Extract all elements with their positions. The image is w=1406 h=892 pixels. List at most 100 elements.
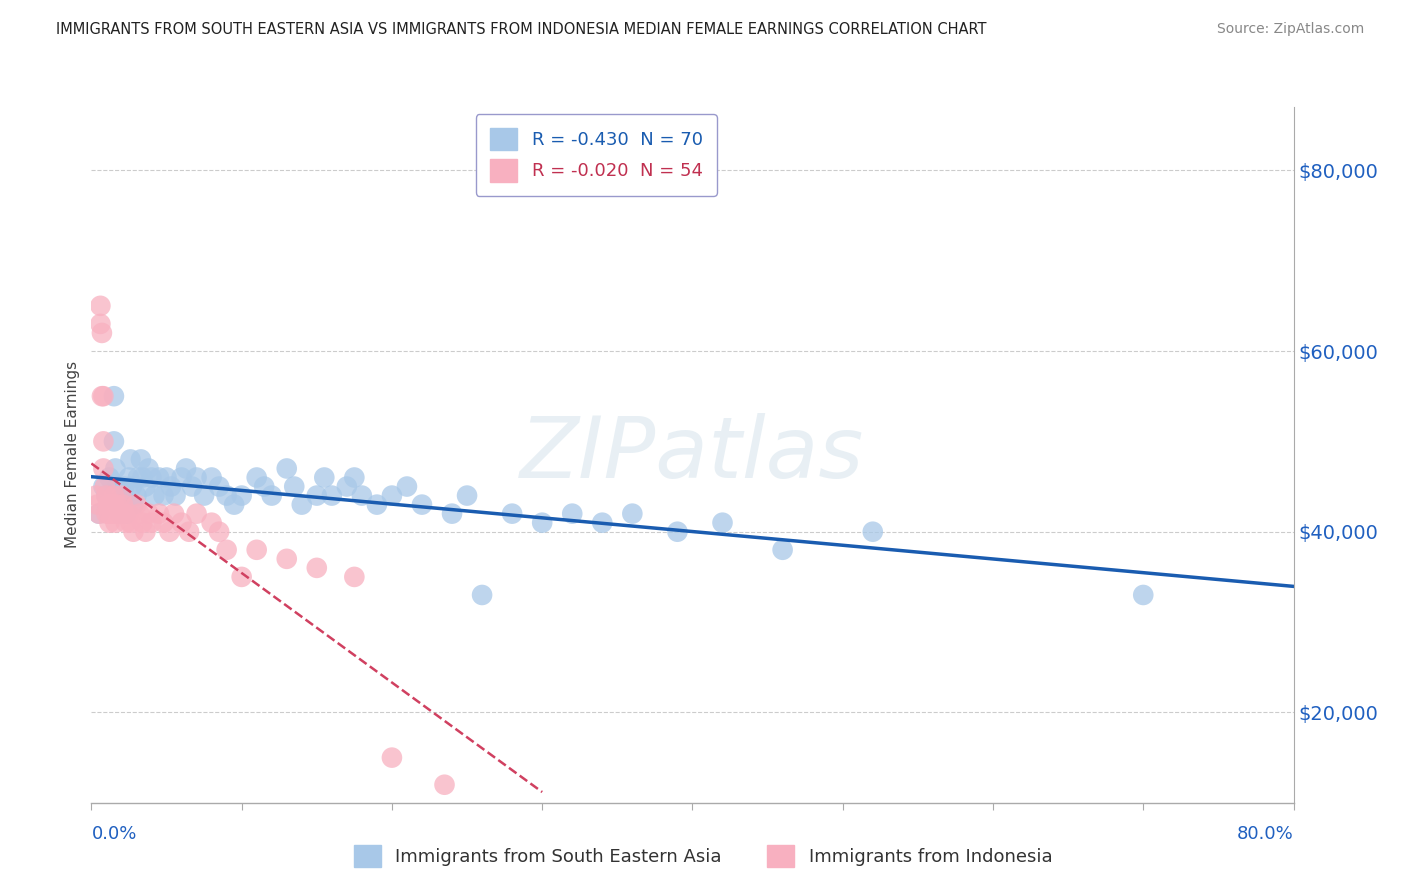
Text: 80.0%: 80.0%	[1237, 825, 1294, 843]
Point	[143, 489, 166, 503]
Legend: R = -0.430  N = 70, R = -0.020  N = 54: R = -0.430 N = 70, R = -0.020 N = 54	[475, 114, 717, 196]
Point	[107, 498, 129, 512]
Point	[193, 489, 215, 503]
Point	[120, 452, 142, 467]
Point	[125, 498, 148, 512]
Point	[122, 498, 145, 512]
Point	[121, 479, 143, 493]
Point	[131, 470, 153, 484]
Point	[96, 489, 118, 503]
Point	[111, 498, 134, 512]
Point	[440, 507, 463, 521]
Point	[163, 507, 186, 521]
Point	[104, 516, 127, 530]
Point	[84, 489, 107, 503]
Point	[98, 470, 121, 484]
Point	[276, 551, 298, 566]
Point	[276, 461, 298, 475]
Point	[366, 498, 388, 512]
Point	[152, 516, 174, 530]
Point	[215, 489, 238, 503]
Point	[104, 507, 127, 521]
Text: Source: ZipAtlas.com: Source: ZipAtlas.com	[1216, 22, 1364, 37]
Point	[101, 507, 124, 521]
Point	[170, 470, 193, 484]
Text: 0.0%: 0.0%	[91, 825, 136, 843]
Point	[152, 489, 174, 503]
Point	[283, 479, 305, 493]
Point	[291, 498, 314, 512]
Point	[89, 317, 111, 331]
Point	[201, 516, 224, 530]
Point	[305, 489, 328, 503]
Point	[148, 507, 170, 521]
Point	[501, 507, 523, 521]
Point	[114, 479, 136, 493]
Point	[110, 489, 132, 503]
Point	[381, 750, 404, 764]
Point	[89, 299, 111, 313]
Point	[118, 507, 141, 521]
Point	[1132, 588, 1154, 602]
Point	[129, 452, 152, 467]
Point	[100, 498, 122, 512]
Point	[231, 570, 253, 584]
Point	[96, 507, 118, 521]
Point	[177, 524, 200, 539]
Point	[87, 507, 110, 521]
Point	[411, 498, 433, 512]
Point	[381, 489, 404, 503]
Point	[343, 570, 366, 584]
Point	[165, 489, 187, 503]
Point	[862, 524, 884, 539]
Point	[621, 507, 644, 521]
Point	[110, 498, 132, 512]
Point	[186, 507, 208, 521]
Point	[666, 524, 689, 539]
Point	[131, 516, 153, 530]
Point	[134, 524, 156, 539]
Point	[305, 561, 328, 575]
Point	[138, 507, 160, 521]
Point	[98, 507, 121, 521]
Point	[105, 479, 128, 493]
Point	[93, 479, 115, 493]
Point	[772, 542, 794, 557]
Point	[90, 326, 112, 340]
Point	[174, 461, 197, 475]
Point	[93, 389, 115, 403]
Point	[246, 542, 269, 557]
Point	[231, 489, 253, 503]
Point	[127, 470, 149, 484]
Point	[103, 389, 125, 403]
Point	[224, 498, 246, 512]
Point	[711, 516, 734, 530]
Point	[246, 470, 269, 484]
Point	[114, 507, 136, 521]
Text: ZIPatlas: ZIPatlas	[520, 413, 865, 497]
Point	[208, 524, 231, 539]
Point	[260, 489, 283, 503]
Point	[105, 498, 128, 512]
Y-axis label: Median Female Earnings: Median Female Earnings	[65, 361, 80, 549]
Point	[160, 479, 183, 493]
Point	[170, 516, 193, 530]
Point	[90, 389, 112, 403]
Point	[186, 470, 208, 484]
Point	[125, 489, 148, 503]
Point	[159, 524, 181, 539]
Point	[531, 516, 554, 530]
Point	[97, 498, 120, 512]
Point	[336, 479, 359, 493]
Point	[118, 470, 141, 484]
Point	[120, 516, 142, 530]
Point	[115, 516, 138, 530]
Point	[148, 470, 170, 484]
Point	[93, 434, 115, 449]
Point	[433, 778, 456, 792]
Point	[104, 461, 127, 475]
Point	[86, 498, 108, 512]
Point	[343, 470, 366, 484]
Point	[93, 461, 115, 475]
Point	[350, 489, 373, 503]
